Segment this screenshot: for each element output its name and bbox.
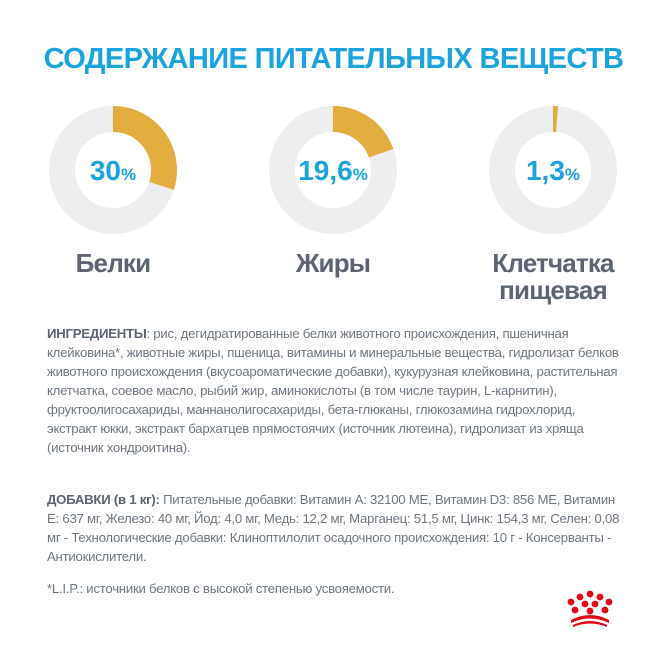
ingredients-paragraph: ИНГРЕДИЕНТЫ: рис, дегидратированные белк… <box>47 326 619 455</box>
donut-slice <box>49 106 177 234</box>
footnote: *L.I.P.: источники белков с высокой степ… <box>47 581 395 596</box>
label-protein: Белки <box>75 248 151 278</box>
donut-slice <box>269 106 397 234</box>
donut-charts: 30% 19,6% 1,3% <box>49 106 617 234</box>
donut-slice <box>489 106 617 234</box>
label-fiber: Клетчатка пищевая <box>492 248 614 305</box>
additives-heading: ДОБАВКИ (в 1 кг): <box>47 492 160 507</box>
donut-value-label: 1,3% <box>526 155 580 186</box>
page-title: СОДЕРЖАНИЕ ПИТАТЕЛЬНЫХ ВЕЩЕСТВ <box>43 43 624 75</box>
royal-canin-crown-icon <box>567 590 613 627</box>
additives-paragraph: ДОБАВКИ (в 1 кг): Питательные добавки: В… <box>47 492 620 564</box>
donut-value-label: 19,6% <box>298 155 368 186</box>
ingredients-heading: ИНГРЕДИЕНТЫ <box>47 326 147 341</box>
label-fat: Жиры <box>295 248 371 278</box>
donut-value-label: 30% <box>90 155 136 186</box>
